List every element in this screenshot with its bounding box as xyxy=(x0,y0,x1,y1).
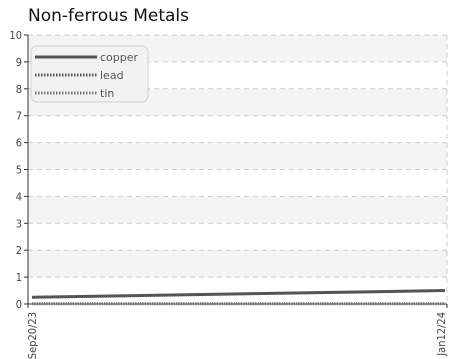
y-tick-label: 4 xyxy=(16,190,22,203)
y-tick-label: 3 xyxy=(16,217,22,230)
y-tick-label: 9 xyxy=(16,56,22,69)
legend-label-tin: tin xyxy=(100,87,114,100)
x-tick-label: Jan12/24 xyxy=(435,312,448,357)
legend-label-copper: copper xyxy=(100,51,139,64)
y-tick-label: 6 xyxy=(16,137,22,150)
legend: copper lead tin xyxy=(30,45,149,103)
legend-label-lead: lead xyxy=(100,69,124,82)
y-tick-labels: 0 1 2 3 4 5 6 7 8 9 10 xyxy=(9,29,22,311)
grid-lines xyxy=(27,34,448,304)
x-tick-label: Sep20/23 xyxy=(26,312,39,359)
plot-band xyxy=(28,250,447,278)
y-tick-label: 7 xyxy=(16,110,22,123)
plot-band xyxy=(28,142,447,170)
y-tick-label: 1 xyxy=(16,271,22,284)
plot-band xyxy=(28,196,447,224)
y-tick-label: 8 xyxy=(16,83,22,96)
series-lines xyxy=(31,289,446,306)
y-tick-label: 2 xyxy=(16,244,22,257)
y-tick-label: 10 xyxy=(9,29,22,42)
series-line-copper xyxy=(31,289,446,299)
chart-title: Non-ferrous Metals xyxy=(28,6,190,26)
y-tick-label: 5 xyxy=(16,164,22,177)
y-tick-label: 0 xyxy=(16,298,22,311)
x-tick-labels: Sep20/23 Jan12/24 xyxy=(26,312,448,359)
